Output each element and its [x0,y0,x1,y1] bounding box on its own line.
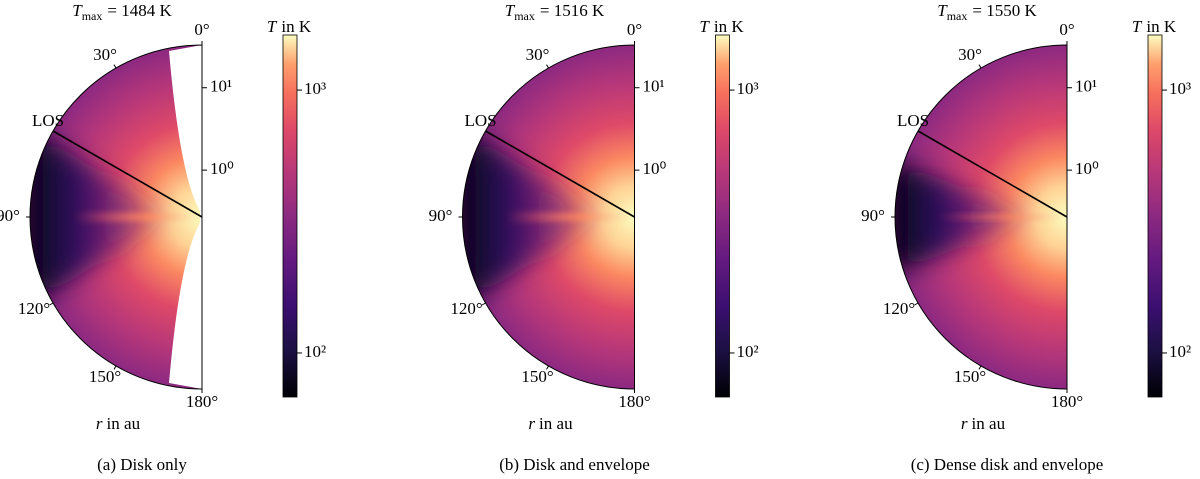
title-symbol: T [72,1,83,20]
title-text: = 1550 K [972,1,1037,20]
theta-tick-label: 180° [1051,392,1083,411]
theta-tick [546,64,549,69]
heatmap [30,45,202,389]
r-tick-label: 10¹ [1075,77,1097,96]
title-subscript: max [82,9,103,23]
theta-tick [49,302,54,306]
theta-tick-label: 150° [521,367,553,386]
panel-title: Tmax = 1516 K [505,1,605,23]
cbar-text: in K [1146,17,1176,36]
heatmap [462,45,635,389]
los-line [485,130,635,218]
title-subscript: max [947,9,968,23]
r-tick-label: 10⁰ [210,159,234,178]
los-line [52,130,203,218]
theta-tick [546,365,549,370]
warm-midplane [938,214,1067,220]
colorbar [715,34,730,398]
caption: (c) Dense disk and envelope [911,455,1104,474]
theta-tick-label: 120° [450,299,482,318]
theta-tick [978,64,982,69]
cbar-symbol: T [1132,17,1143,36]
r-symbol: r [528,414,535,433]
theta-tick-label: 90° [0,206,20,225]
theta-tick [113,365,117,370]
title-symbol: T [937,1,948,20]
colorbar-tick-label: 10² [304,342,326,361]
theta-tick-label: 120° [883,299,915,318]
theta-tick-label: 0° [627,20,642,39]
caption: (a) Disk only [97,455,187,474]
colorbar [1147,34,1163,398]
cbar-symbol: T [267,17,278,36]
r-axis-label: r in au [961,414,1006,433]
panel-title: Tmax = 1484 K [72,1,172,23]
caption: (b) Disk and envelope [499,455,650,474]
colorbar-tick-label: 10³ [1169,79,1191,98]
theta-tick-label: 150° [89,367,121,386]
theta-tick-label: 0° [1059,20,1074,39]
colorbar-tick-label: 10² [1169,342,1191,361]
heat-field [30,45,202,389]
theta-tick-label: 30° [526,45,550,64]
empty-region [169,45,202,389]
panel-title: Tmax = 1550 K [937,1,1037,23]
r-axis-label: r in au [96,414,141,433]
plot-frame [29,44,203,390]
r-symbol: r [961,414,968,433]
theta-tick-label: 30° [958,45,982,64]
theta-tick-label: 90° [861,206,885,225]
theta-tick-label: 120° [18,299,50,318]
warm-midplane [73,211,202,223]
title-text: = 1484 K [107,1,172,20]
theta-tick [914,302,919,306]
title-text: = 1516 K [540,1,605,20]
theta-tick-label: 180° [618,392,650,411]
r-tick-label: 10¹ [210,77,232,96]
theta-tick-label: 90° [429,206,453,225]
theta-tick [978,365,982,370]
heat-field [895,45,1067,389]
r-tick-label: 10¹ [643,77,665,96]
plot-frame [894,44,1068,390]
cbar-text: in K [714,17,744,36]
theta-tick-label: 150° [954,367,986,386]
heatmap [895,45,1067,389]
theta-tick [481,302,486,306]
theta-tick [113,64,117,69]
plot-frame [462,44,635,390]
r-text: in au [972,414,1006,433]
r-symbol: r [96,414,103,433]
theta-tick-label: 30° [93,45,117,64]
r-tick-label: 10⁰ [1075,159,1099,178]
title-symbol: T [505,1,516,20]
theta-tick-label: 180° [186,392,218,411]
r-tick-label: 10⁰ [643,159,667,178]
cbar-symbol: T [699,17,710,36]
warm-midplane [505,211,635,223]
theta-tick-label: 0° [194,20,209,39]
los-line [917,130,1068,218]
cbar-text: in K [281,17,311,36]
heat-field [462,45,635,389]
colorbar-tick-label: 10² [737,342,759,361]
los-label: LOS [32,111,64,130]
los-label: LOS [897,111,929,130]
r-text: in au [539,414,573,433]
colorbar-tick-label: 10³ [737,79,759,98]
r-axis-label: r in au [528,414,573,433]
colorbar-tick-label: 10³ [304,79,326,98]
los-label: LOS [464,111,496,130]
colorbar [282,34,298,398]
r-text: in au [107,414,141,433]
title-subscript: max [514,9,535,23]
